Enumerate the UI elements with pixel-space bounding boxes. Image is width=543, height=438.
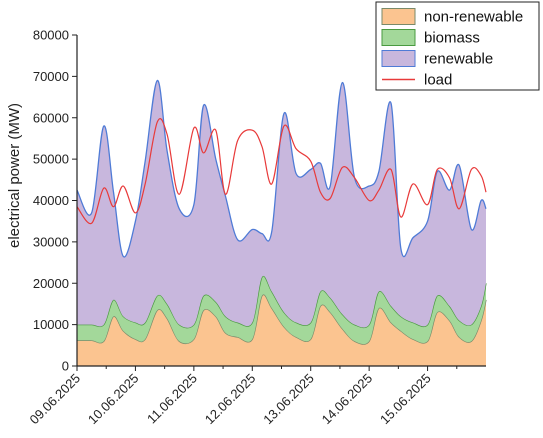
y-tick-label: 10000 — [33, 317, 69, 332]
x-tick-label: 14.06.2025 — [319, 371, 376, 428]
y-tick-label: 40000 — [33, 193, 69, 208]
x-tick-label: 13.06.2025 — [260, 371, 317, 428]
y-axis-label: electrical power (MW) — [6, 103, 23, 248]
y-tick-label: 70000 — [33, 69, 69, 84]
y-tick-label: 30000 — [33, 234, 69, 249]
series-area-biomass — [77, 275, 486, 345]
series-line-load — [76, 118, 487, 225]
legend-label-biomass: biomass — [424, 30, 480, 47]
plot-area — [76, 79, 487, 366]
legend-label-non-renewable: non-renewable — [424, 9, 523, 26]
x-tick-label: 12.06.2025 — [202, 371, 259, 428]
x-tick-label: 11.06.2025 — [144, 371, 200, 427]
y-tick-label: 20000 — [33, 276, 69, 291]
series-edge-renewable — [76, 79, 487, 258]
y-tick-label: 50000 — [33, 152, 69, 167]
legend-swatch-renewable — [381, 50, 416, 67]
legend-swatch-biomass — [381, 29, 416, 46]
series-area-non-renewable — [77, 294, 486, 366]
x-tick-label: 15.06.2025 — [377, 371, 434, 428]
legend-label-renewable: renewable — [424, 51, 493, 68]
y-tick-label: 80000 — [33, 28, 69, 43]
legend: non-renewable biomass renewable load — [375, 1, 540, 91]
x-tick-label: 09.06.2025 — [26, 371, 83, 428]
x-tick-label: 10.06.2025 — [85, 371, 142, 428]
legend-swatch-non-renewable — [381, 8, 416, 25]
legend-label-load: load — [424, 72, 452, 89]
y-tick-label: 0 — [62, 359, 69, 374]
y-tick-label: 60000 — [33, 110, 69, 125]
